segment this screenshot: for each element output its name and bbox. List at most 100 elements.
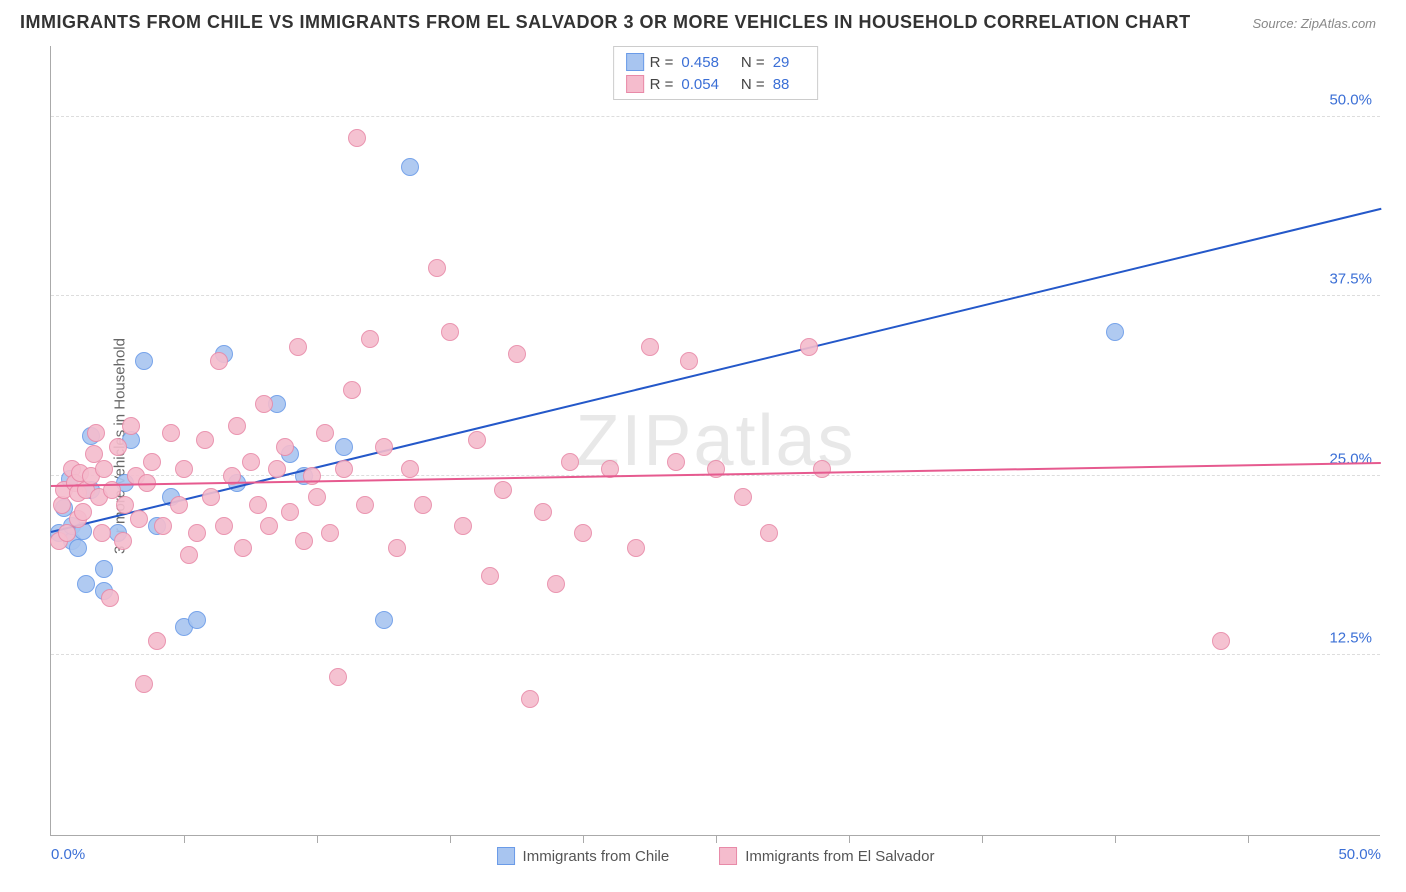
data-point <box>468 431 486 449</box>
data-point <box>242 453 260 471</box>
x-tick <box>583 835 584 843</box>
data-point <box>289 338 307 356</box>
data-point <box>170 496 188 514</box>
data-point <box>135 352 153 370</box>
data-point <box>361 330 379 348</box>
data-point <box>215 517 233 535</box>
data-point <box>260 517 278 535</box>
data-point <box>1212 632 1230 650</box>
x-tick <box>450 835 451 843</box>
data-point <box>77 575 95 593</box>
series-legend: Immigrants from Chile Immigrants from El … <box>497 847 935 865</box>
legend-item: Immigrants from El Salvador <box>719 847 934 865</box>
data-point <box>148 632 166 650</box>
data-point <box>268 460 286 478</box>
data-point <box>521 690 539 708</box>
legend-row: R =0.054N =88 <box>626 73 806 95</box>
y-tick-label: 25.0% <box>1329 450 1372 467</box>
data-point <box>734 488 752 506</box>
data-point <box>428 259 446 277</box>
data-point <box>813 460 831 478</box>
data-point <box>210 352 228 370</box>
data-point <box>122 417 140 435</box>
data-point <box>196 431 214 449</box>
data-point <box>760 524 778 542</box>
gridline <box>51 654 1380 655</box>
legend-label: Immigrants from El Salvador <box>745 848 934 865</box>
data-point <box>356 496 374 514</box>
gridline <box>51 116 1380 117</box>
data-point <box>481 567 499 585</box>
data-point <box>441 323 459 341</box>
data-point <box>388 539 406 557</box>
r-label: R = <box>650 54 674 71</box>
data-point <box>69 539 87 557</box>
data-point <box>135 675 153 693</box>
data-point <box>1106 323 1124 341</box>
r-value: 0.054 <box>681 76 719 93</box>
data-point <box>667 453 685 471</box>
data-point <box>87 424 105 442</box>
data-point <box>414 496 432 514</box>
data-point <box>308 488 326 506</box>
data-point <box>95 460 113 478</box>
data-point <box>255 395 273 413</box>
data-point <box>574 524 592 542</box>
r-value: 0.458 <box>681 54 719 71</box>
gridline <box>51 295 1380 296</box>
n-value: 88 <box>773 76 790 93</box>
correlation-legend: R = 0.458 N = 29R = 0.054 N = 88 <box>613 46 819 100</box>
data-point <box>162 424 180 442</box>
data-point <box>335 460 353 478</box>
data-point <box>180 546 198 564</box>
data-point <box>234 539 252 557</box>
data-point <box>95 560 113 578</box>
x-tick <box>1248 835 1249 843</box>
y-tick-label: 12.5% <box>1329 630 1372 647</box>
data-point <box>508 345 526 363</box>
n-label: N = <box>741 76 765 93</box>
x-tick <box>184 835 185 843</box>
data-point <box>680 352 698 370</box>
data-point <box>401 460 419 478</box>
data-point <box>335 438 353 456</box>
data-point <box>228 417 246 435</box>
data-point <box>188 524 206 542</box>
data-point <box>534 503 552 521</box>
y-tick-label: 50.0% <box>1329 91 1372 108</box>
data-point <box>401 158 419 176</box>
data-point <box>641 338 659 356</box>
data-point <box>561 453 579 471</box>
data-point <box>494 481 512 499</box>
legend-row: R = 0.458 N = 29 <box>626 51 806 73</box>
scatter-plot-area: ZIPatlas R =0.458N =29R =0.054N =88 Immi… <box>50 46 1380 836</box>
data-point <box>175 460 193 478</box>
x-tick-label: 0.0% <box>51 846 85 863</box>
data-point <box>74 503 92 521</box>
data-point <box>202 488 220 506</box>
data-point <box>343 381 361 399</box>
data-point <box>143 453 161 471</box>
legend-item: Immigrants from Chile <box>497 847 670 865</box>
data-point <box>101 589 119 607</box>
data-point <box>547 575 565 593</box>
data-point <box>188 611 206 629</box>
x-tick-label: 50.0% <box>1338 846 1381 863</box>
data-point <box>93 524 111 542</box>
source-attribution: Source: ZipAtlas.com <box>1252 16 1376 31</box>
x-tick <box>317 835 318 843</box>
n-label: N = <box>741 54 765 71</box>
chart-title: IMMIGRANTS FROM CHILE VS IMMIGRANTS FROM… <box>20 12 1191 33</box>
data-point <box>154 517 172 535</box>
x-tick <box>1115 835 1116 843</box>
data-point <box>109 438 127 456</box>
legend-swatch <box>497 847 515 865</box>
y-tick-label: 37.5% <box>1329 271 1372 288</box>
data-point <box>375 438 393 456</box>
x-tick <box>982 835 983 843</box>
n-value: 29 <box>773 54 790 71</box>
data-point <box>130 510 148 528</box>
data-point <box>329 668 347 686</box>
legend-swatch <box>626 53 644 71</box>
data-point <box>627 539 645 557</box>
